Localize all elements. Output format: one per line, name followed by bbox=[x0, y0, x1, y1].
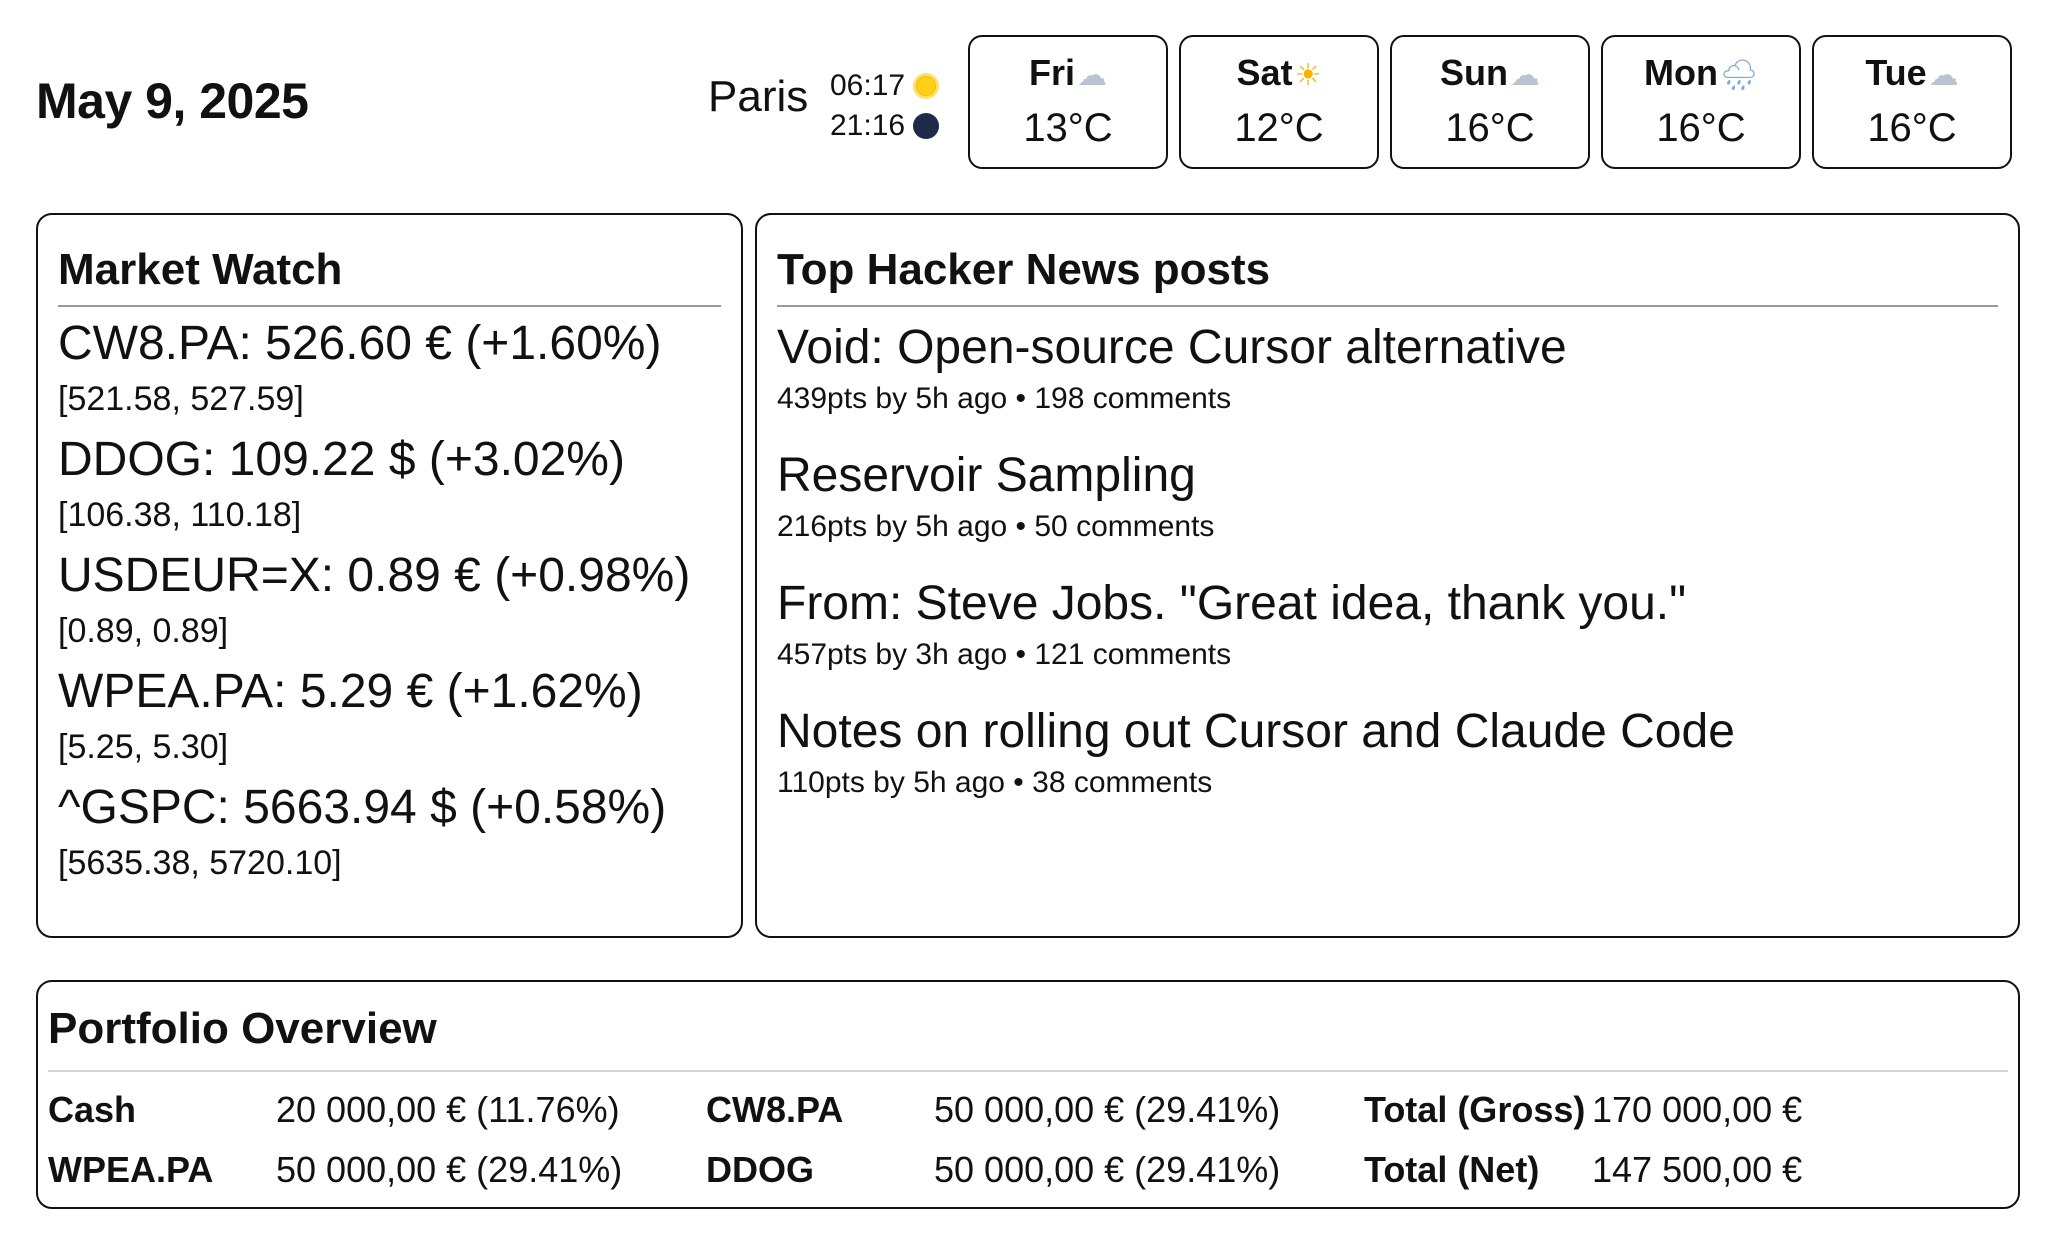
stock-range: [0.89, 0.89] bbox=[58, 612, 229, 650]
city-name: Paris bbox=[708, 72, 809, 121]
day-name: Sat bbox=[1236, 52, 1293, 93]
portfolio-label-cash: Cash bbox=[48, 1089, 137, 1130]
portfolio-value-total-gross: 170 000,00 € bbox=[1592, 1089, 1803, 1130]
day-temperature: 16°C bbox=[1867, 106, 1957, 150]
day-name: Mon bbox=[1643, 52, 1718, 93]
post-title-link[interactable]: Reservoir Sampling bbox=[777, 449, 1196, 502]
stock-item: CW8.PA: 526.60 € (+1.60%) [521.58, 527.5… bbox=[58, 315, 721, 423]
portfolio-label-total-gross: Total (Gross) bbox=[1364, 1089, 1586, 1130]
stock-range: [5635.38, 5720.10] bbox=[58, 844, 342, 882]
stock-range: [521.58, 527.59] bbox=[58, 380, 304, 418]
day-temperature: 12°C bbox=[1234, 106, 1324, 150]
news-post[interactable]: Reservoir Sampling 216pts by 5h ago • 50… bbox=[777, 445, 1998, 547]
stock-item: USDEUR=X: 0.89 € (+0.98%) [0.89, 0.89] bbox=[58, 547, 721, 655]
portfolio-title: Portfolio Overview bbox=[48, 1004, 2008, 1072]
day-name: Fri bbox=[1028, 52, 1075, 93]
portfolio-label-cw8: CW8.PA bbox=[706, 1089, 844, 1130]
cloud-icon: ☁ bbox=[1077, 59, 1107, 92]
day-header: Mon🌧 bbox=[1603, 51, 1799, 98]
sunset-time: 21:16 bbox=[830, 109, 906, 142]
portfolio-label-ddog: DDOG bbox=[706, 1149, 814, 1190]
forecast-day: Mon🌧 16°C bbox=[1601, 35, 1801, 169]
cloud-icon: ☁ bbox=[1510, 59, 1540, 92]
post-meta: 457pts by 3h ago • 121 comments bbox=[777, 638, 1232, 671]
day-header: Tue☁ bbox=[1814, 51, 2010, 98]
portfolio-value-cash: 20 000,00 € (11.76%) bbox=[276, 1089, 620, 1130]
stock-range: [106.38, 110.18] bbox=[58, 496, 302, 534]
forecast-day: Tue☁ 16°C bbox=[1812, 35, 2012, 169]
day-header: Sat☀ bbox=[1181, 51, 1377, 98]
stock-item: ^GSPC: 5663.94 $ (+0.58%) [5635.38, 5720… bbox=[58, 779, 721, 887]
header: May 9, 2025 Paris 06:17 21:16 Fri☁ 13°C … bbox=[0, 0, 2048, 180]
portfolio-label-total-net: Total (Net) bbox=[1364, 1149, 1540, 1190]
post-title-link[interactable]: Void: Open-source Cursor alternative bbox=[777, 321, 1567, 374]
post-title-link[interactable]: From: Steve Jobs. "Great idea, thank you… bbox=[777, 577, 1687, 630]
post-meta: 216pts by 5h ago • 50 comments bbox=[777, 510, 1215, 543]
news-post[interactable]: Void: Open-source Cursor alternative 439… bbox=[777, 317, 1998, 419]
hacker-news-panel: Top Hacker News posts Void: Open-source … bbox=[755, 213, 2020, 938]
day-name: Tue bbox=[1865, 52, 1927, 93]
portfolio-value-ddog: 50 000,00 € (29.41%) bbox=[934, 1149, 1281, 1190]
post-meta: 110pts by 5h ago • 38 comments bbox=[777, 766, 1213, 799]
day-temperature: 13°C bbox=[1023, 106, 1113, 150]
weather-forecast: Fri☁ 13°C Sat☀ 12°C Sun☁ 16°C Mon🌧 16°C … bbox=[968, 35, 2012, 169]
market-watch-panel: Market Watch CW8.PA: 526.60 € (+1.60%) [… bbox=[36, 213, 743, 938]
sunrise-time: 06:17 bbox=[830, 69, 906, 102]
portfolio-value-cw8: 50 000,00 € (29.41%) bbox=[934, 1089, 1281, 1130]
day-header: Fri☁ bbox=[970, 51, 1166, 98]
forecast-day: Sat☀ 12°C bbox=[1179, 35, 1379, 169]
sunset-row: 21:16 bbox=[830, 106, 940, 146]
portfolio-value-wpea: 50 000,00 € (29.41%) bbox=[276, 1149, 623, 1190]
post-title-link[interactable]: Notes on rolling out Cursor and Claude C… bbox=[777, 705, 1735, 758]
stock-quote: USDEUR=X: 0.89 € (+0.98%) bbox=[58, 549, 691, 602]
sun-icon bbox=[913, 73, 940, 99]
date-display: May 9, 2025 bbox=[36, 73, 309, 129]
portfolio-grid: Cash 20 000,00 € (11.76%) CW8.PA 50 000,… bbox=[48, 1086, 2008, 1194]
stock-quote: WPEA.PA: 5.29 € (+1.62%) bbox=[58, 665, 643, 718]
moon-icon bbox=[913, 113, 940, 139]
rain-cloud-icon: 🌧 bbox=[1719, 59, 1759, 92]
portfolio-label-wpea: WPEA.PA bbox=[48, 1149, 214, 1190]
news-post[interactable]: From: Steve Jobs. "Great idea, thank you… bbox=[777, 573, 1998, 675]
day-temperature: 16°C bbox=[1445, 106, 1535, 150]
day-name: Sun bbox=[1440, 52, 1508, 93]
market-watch-title: Market Watch bbox=[58, 245, 721, 307]
stock-quote: CW8.PA: 526.60 € (+1.60%) bbox=[58, 317, 662, 370]
cloud-icon: ☁ bbox=[1928, 59, 1959, 92]
post-meta: 439pts by 5h ago • 198 comments bbox=[777, 382, 1232, 415]
forecast-day: Fri☁ 13°C bbox=[968, 35, 1168, 169]
sun-times: 06:17 21:16 bbox=[830, 66, 940, 146]
sunrise-row: 06:17 bbox=[830, 66, 940, 106]
forecast-day: Sun☁ 16°C bbox=[1390, 35, 1590, 169]
stock-item: WPEA.PA: 5.29 € (+1.62%) [5.25, 5.30] bbox=[58, 663, 721, 771]
stock-quote: DDOG: 109.22 $ (+3.02%) bbox=[58, 433, 625, 486]
sun-icon: ☀ bbox=[1294, 59, 1322, 92]
hacker-news-title: Top Hacker News posts bbox=[777, 245, 1998, 307]
stock-range: [5.25, 5.30] bbox=[58, 728, 229, 766]
portfolio-overview-panel: Portfolio Overview Cash 20 000,00 € (11.… bbox=[36, 980, 2020, 1209]
day-temperature: 16°C bbox=[1656, 106, 1746, 150]
stock-item: DDOG: 109.22 $ (+3.02%) [106.38, 110.18] bbox=[58, 431, 721, 539]
news-post[interactable]: Notes on rolling out Cursor and Claude C… bbox=[777, 701, 1998, 803]
day-header: Sun☁ bbox=[1392, 51, 1588, 98]
portfolio-value-total-net: 147 500,00 € bbox=[1592, 1149, 1803, 1190]
stock-quote: ^GSPC: 5663.94 $ (+0.58%) bbox=[58, 781, 667, 834]
